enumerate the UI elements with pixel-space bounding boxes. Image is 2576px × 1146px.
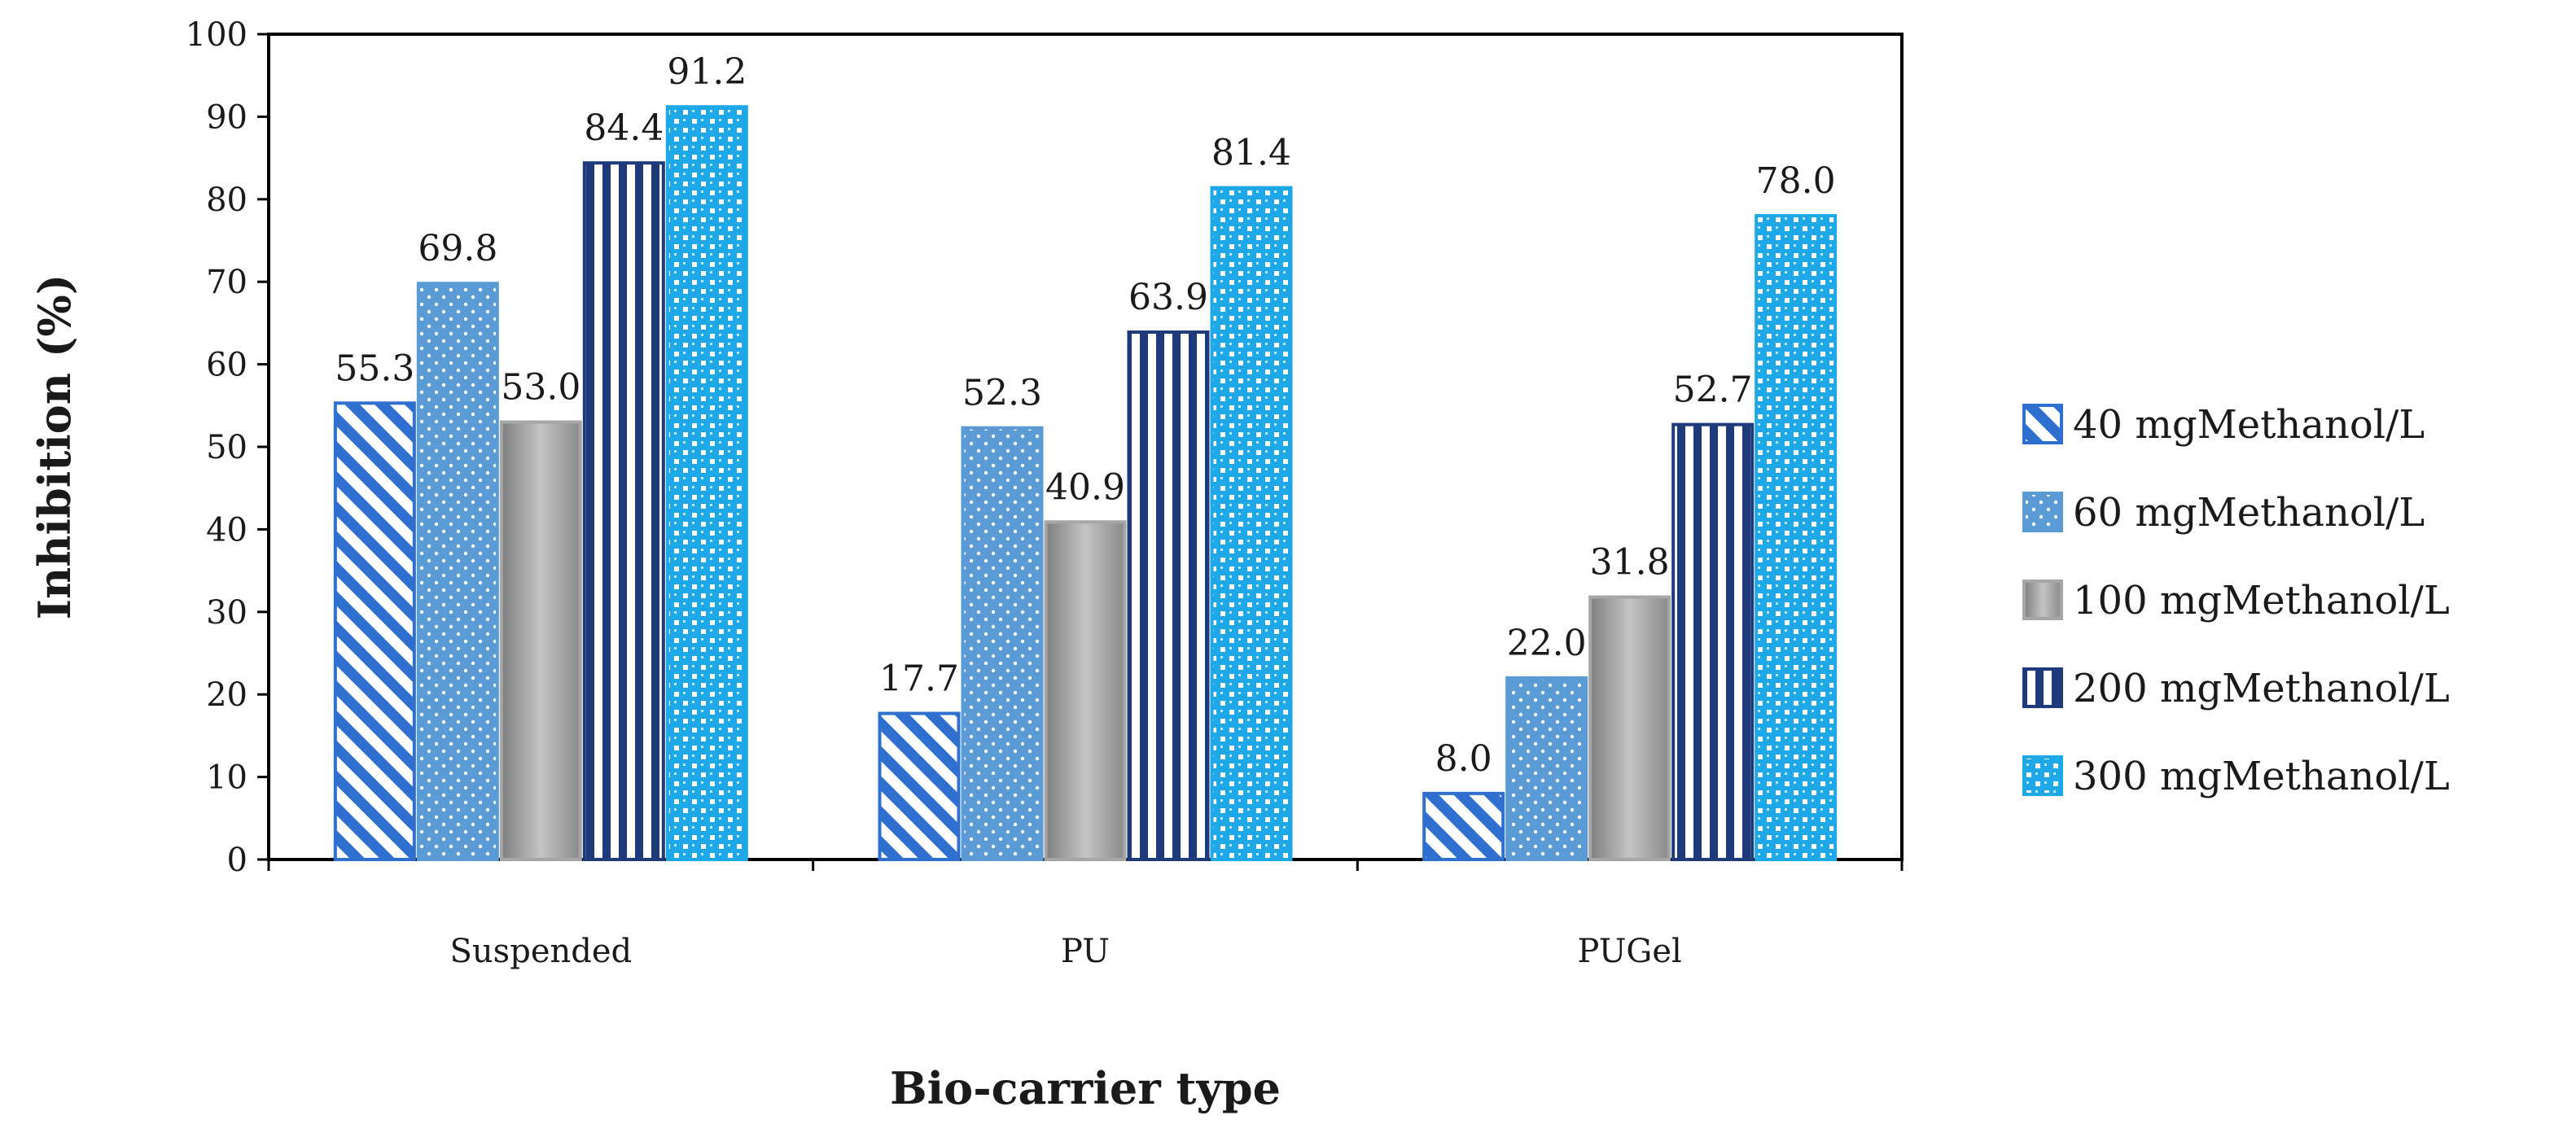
x-category-label: Suspended <box>450 933 633 970</box>
y-tick-label: 90 <box>206 98 248 136</box>
data-label: 52.7 <box>1673 370 1753 411</box>
data-label: 40.9 <box>1045 466 1125 508</box>
bar <box>1044 520 1127 861</box>
legend-swatch <box>2022 667 2063 708</box>
data-label: 55.3 <box>335 348 414 389</box>
data-label: 31.8 <box>1590 542 1670 584</box>
x-category-label: PUGel <box>1577 933 1681 970</box>
bar <box>1755 214 1838 861</box>
data-label: 69.8 <box>418 228 497 269</box>
y-tick-label: 20 <box>206 676 248 714</box>
bar <box>416 282 499 861</box>
bar <box>1422 791 1505 862</box>
bar <box>499 420 582 861</box>
legend-label: 300 mgMethanol/L <box>2073 754 2450 799</box>
data-label: 8.0 <box>1435 738 1492 780</box>
legend-label: 40 mgMethanol/L <box>2073 402 2425 448</box>
y-tick-label: 100 <box>186 16 248 54</box>
y-tick-label: 60 <box>206 347 248 384</box>
legend-swatch <box>2022 404 2063 444</box>
legend-label: 200 mgMethanol/L <box>2073 666 2450 711</box>
y-tick-label: 10 <box>206 759 248 797</box>
data-label: 84.4 <box>584 107 664 149</box>
y-tick-label: 40 <box>206 511 248 549</box>
bar <box>961 426 1044 861</box>
bar <box>665 105 748 861</box>
bar <box>1210 186 1293 861</box>
bar <box>1671 422 1755 861</box>
data-label: 17.7 <box>879 658 959 700</box>
bar <box>1588 595 1671 861</box>
legend-swatch <box>2022 580 2063 620</box>
y-tick-label: 50 <box>206 429 248 466</box>
y-tick-label: 80 <box>206 182 248 219</box>
y-tick-label: 70 <box>206 264 248 301</box>
data-label: 22.0 <box>1507 623 1587 664</box>
legend-label: 100 mgMethanol/L <box>2073 578 2450 623</box>
data-label: 78.0 <box>1756 160 1836 202</box>
bar <box>878 711 961 861</box>
data-label: 81.4 <box>1211 133 1291 174</box>
x-category-label: PU <box>1061 933 1110 970</box>
legend-label: 60 mgMethanol/L <box>2073 490 2425 536</box>
data-label: 91.2 <box>667 51 747 93</box>
x-axis-title: Bio-carrier type <box>890 1062 1281 1114</box>
y-tick-label: 30 <box>206 594 248 632</box>
y-tick-label: 0 <box>227 842 248 879</box>
bar <box>1505 676 1588 861</box>
bar <box>1127 330 1210 861</box>
legend-swatch <box>2022 492 2063 532</box>
data-label: 53.0 <box>501 367 580 409</box>
data-label: 52.3 <box>962 373 1042 414</box>
bar <box>582 161 665 861</box>
legend-swatch <box>2022 755 2063 796</box>
y-axis-title: Inhibition (%) <box>28 274 81 620</box>
bar <box>333 401 416 861</box>
data-label: 63.9 <box>1128 277 1208 318</box>
